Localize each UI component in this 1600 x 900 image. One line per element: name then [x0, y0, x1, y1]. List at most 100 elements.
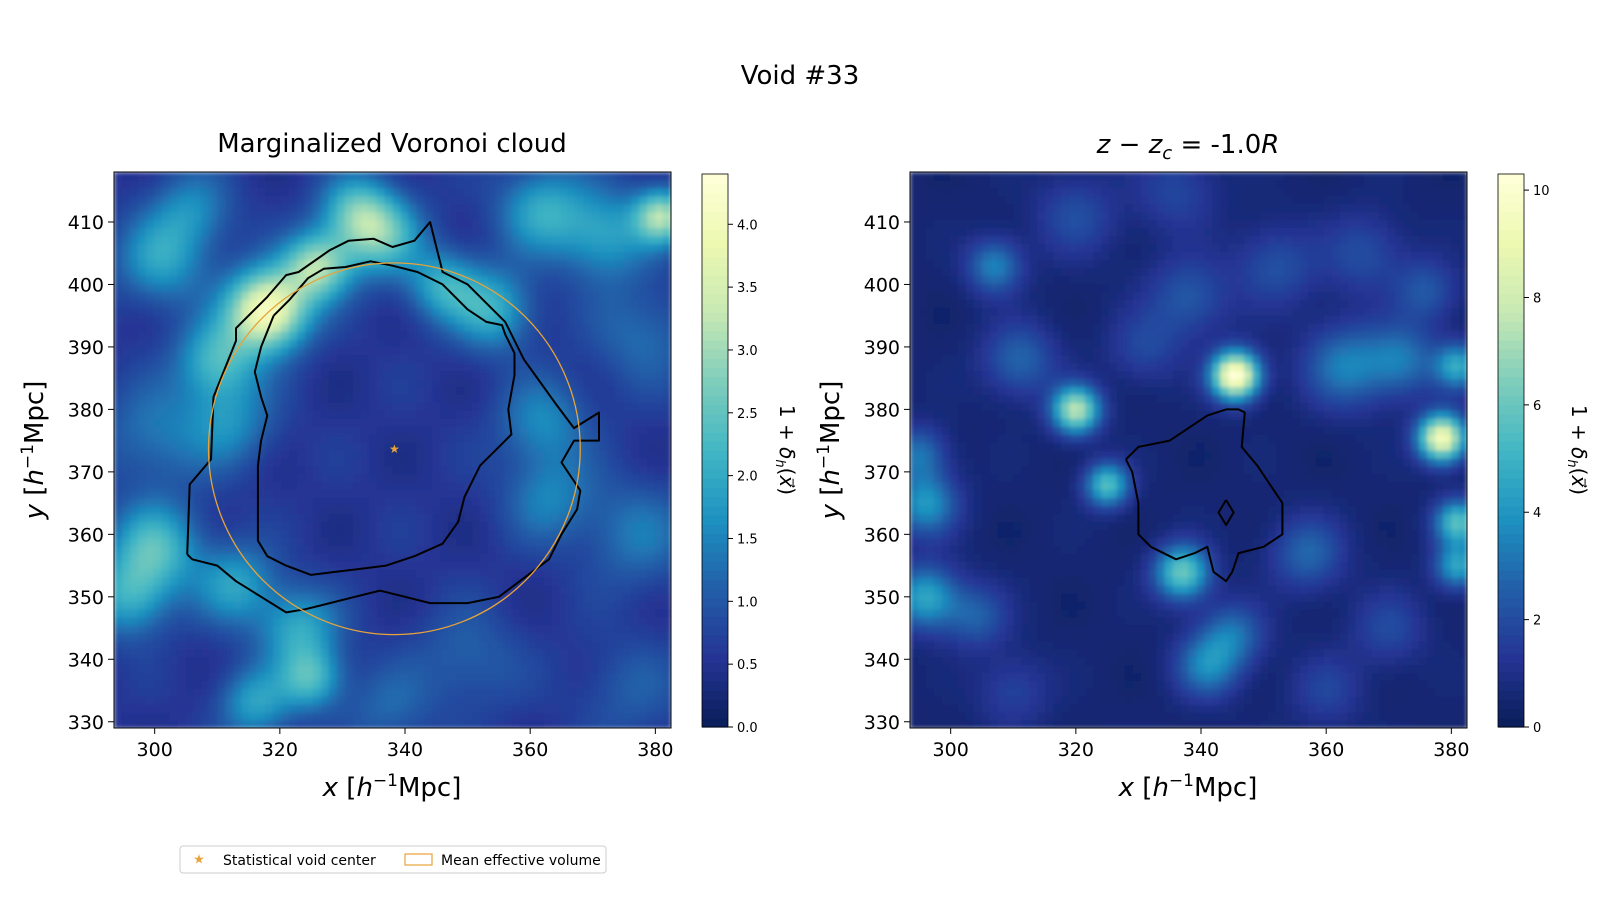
heatmap-cell [487, 465, 497, 475]
heatmap-cell [591, 505, 600, 515]
heatmap-cell [209, 680, 219, 689]
heatmap-cell [273, 172, 282, 181]
heatmap-cell [472, 616, 481, 626]
heatmap-cell [440, 243, 449, 253]
heatmap-cell [137, 410, 147, 419]
heatmap-cell [344, 680, 354, 689]
heatmap-cell [663, 354, 671, 364]
heatmap-cell [519, 211, 529, 221]
heatmap-cell [631, 688, 640, 697]
heatmap-cell [583, 235, 593, 245]
heatmap-cell [320, 442, 330, 451]
heatmap-cell [655, 457, 664, 467]
heatmap-cell [137, 219, 147, 229]
heatmap-cell [615, 370, 624, 380]
heatmap-cell [615, 656, 624, 666]
heatmap-cell [408, 624, 417, 634]
heatmap-cell [607, 291, 616, 300]
heatmap-cell [114, 457, 123, 467]
heatmap-cell [615, 720, 624, 728]
heatmap-cell [281, 664, 290, 673]
heatmap-cell [233, 720, 242, 728]
heatmap-cell [241, 521, 250, 531]
heatmap-cell [527, 505, 537, 515]
heatmap-cell [297, 696, 306, 705]
heatmap-cell [527, 299, 537, 308]
heatmap-cell [336, 394, 346, 403]
heatmap-cell [591, 537, 600, 546]
colorbar-band [702, 432, 728, 442]
heatmap-cell [145, 529, 155, 538]
heatmap-cell [495, 585, 505, 594]
heatmap-cell [615, 529, 624, 538]
heatmap-cell [257, 672, 266, 681]
heatmap-cell [551, 553, 561, 562]
heatmap-cell [583, 600, 593, 610]
heatmap-cell [559, 330, 569, 340]
heatmap-cell [217, 195, 226, 205]
heatmap-cell [312, 291, 322, 300]
heatmap-cell [615, 322, 624, 332]
heatmap-cell [384, 291, 394, 300]
heatmap-cell [320, 434, 330, 443]
heatmap-cell [448, 219, 457, 229]
heatmap-cell [336, 537, 346, 546]
heatmap-cell [257, 600, 266, 610]
heatmap-cell [631, 283, 640, 292]
colorbar: 0.00.51.01.52.02.53.03.54.0 1 + δh(x⃗) [701, 173, 799, 736]
heatmap-cell [400, 569, 410, 578]
heatmap-cell [312, 465, 322, 475]
heatmap-cell [567, 338, 577, 348]
heatmap-cell [392, 656, 402, 666]
heatmap-cell [503, 473, 513, 483]
heatmap-cell [360, 434, 370, 443]
heatmap-cell [567, 378, 577, 388]
heatmap-cell [169, 338, 179, 348]
heatmap-cell [281, 370, 290, 380]
heatmap-cell [201, 235, 211, 245]
heatmap-cell [352, 426, 362, 435]
heatmap-cell [400, 450, 410, 459]
heatmap-cell [432, 291, 441, 300]
heatmap-cell [137, 402, 147, 411]
heatmap-cell [344, 251, 354, 260]
heatmap-cell [336, 410, 346, 419]
heatmap-cell [320, 513, 330, 523]
heatmap-cell [273, 521, 282, 531]
heatmap-cell [511, 624, 521, 634]
heatmap-cell [209, 640, 219, 650]
heatmap-cell [599, 338, 608, 348]
heatmap-cell [503, 370, 513, 380]
heatmap-cell [663, 195, 671, 205]
heatmap-cell [289, 537, 298, 546]
heatmap-cell [527, 346, 537, 356]
heatmap-cell [209, 513, 219, 523]
heatmap-cell [352, 330, 362, 340]
heatmap-cell [559, 426, 569, 435]
heatmap-area: ★ [114, 172, 671, 728]
heatmap-cell [456, 251, 465, 260]
heatmap-cell [121, 418, 131, 427]
heatmap-cell [376, 330, 386, 340]
heatmap-cell [623, 235, 632, 245]
heatmap-cell [567, 362, 577, 372]
heatmap-cell [400, 267, 410, 276]
heatmap-cell [559, 291, 569, 300]
heatmap-cell [543, 283, 553, 292]
heatmap-cell [304, 203, 314, 213]
heatmap-cell [631, 179, 640, 189]
heatmap-cell [639, 243, 648, 253]
heatmap-cell [655, 354, 664, 364]
heatmap-cell [145, 386, 155, 395]
heatmap-cell [511, 521, 521, 531]
heatmap-cell [583, 450, 593, 459]
heatmap-cell [408, 696, 417, 705]
heatmap-cell [631, 426, 640, 435]
heatmap-cell [615, 537, 624, 546]
heatmap-cell [503, 712, 513, 721]
heatmap-cell [304, 720, 314, 728]
heatmap-cell [225, 545, 234, 554]
heatmap-cell [551, 418, 561, 427]
heatmap-cell [201, 354, 211, 364]
heatmap-cell [328, 648, 338, 658]
